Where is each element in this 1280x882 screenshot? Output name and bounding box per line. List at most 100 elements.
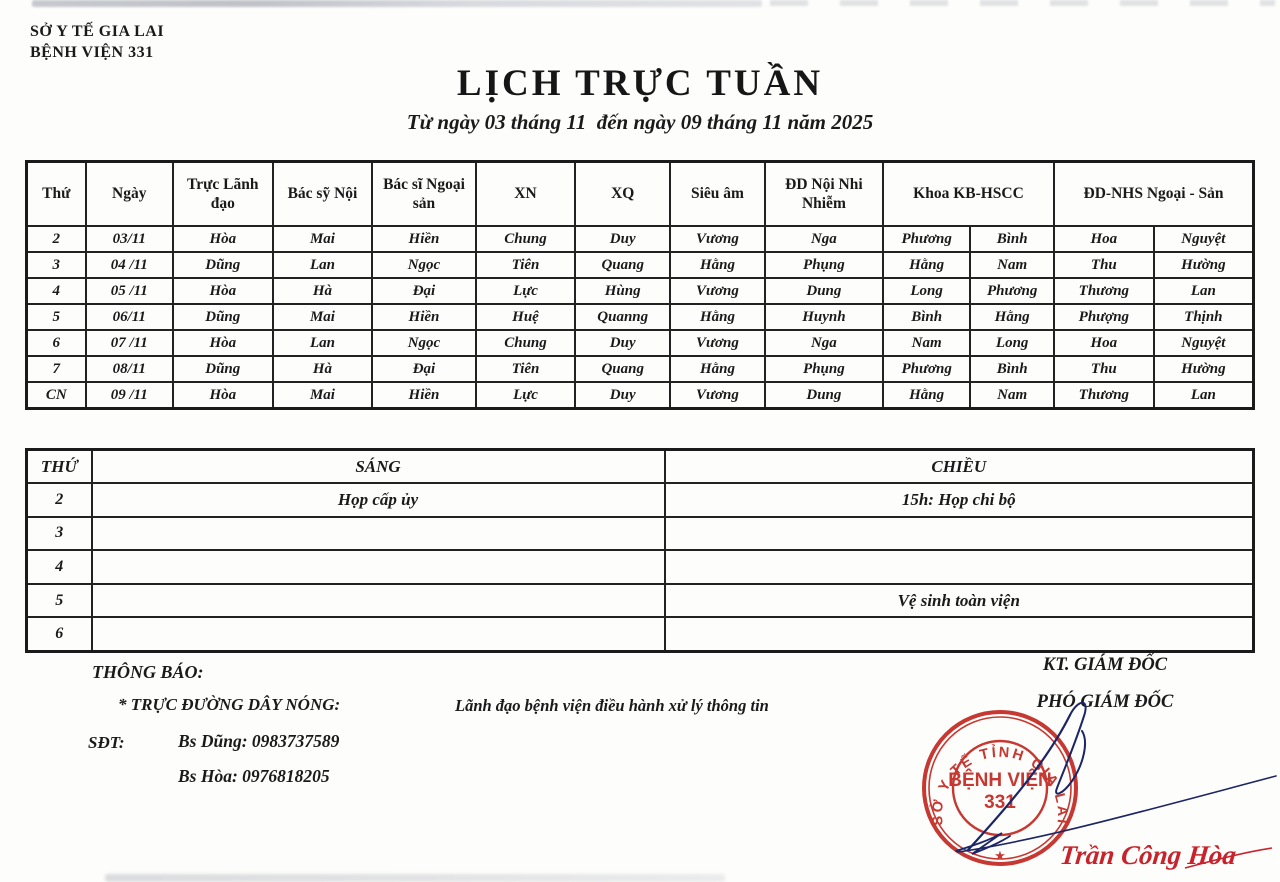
duty-cell: 5 (25, 303, 87, 331)
duty-cell: Nam (969, 381, 1056, 410)
duty-cell: Phương (881, 225, 972, 253)
duty-cell: Duy (574, 329, 672, 357)
duty-cell: Đại (371, 355, 477, 383)
duty-cell: CN (25, 381, 87, 410)
duty-column-header: Thứ (25, 160, 87, 227)
duty-table-row: 7 08/11 Dũng Hà Đại Tiên Quang Hằng Phụng Phương B… (25, 355, 1255, 383)
duty-cell: Vương (669, 225, 766, 253)
duty-table-header-row: Thứ Ngày Trực Lãnh đạo Bác sỹ Nội Bác sĩ Ngo… (25, 160, 1255, 227)
meeting-table-row: 2 Họp cấp ủy 15h: Họp chi bộ (25, 482, 1255, 518)
duty-cell: Lực (474, 277, 577, 305)
scan-artifact-bottom (105, 874, 725, 882)
meeting-schedule-table: THỨ SÁNG CHIỀU 2 Họp cấp ủy 15h: Họp chi bộ 3… (25, 448, 1255, 653)
meeting-note-cell (663, 515, 1255, 552)
duty-column-header: XN (474, 160, 577, 227)
meeting-day-cell: 4 (25, 549, 93, 585)
duty-cell: Lan (1152, 277, 1255, 305)
hotline-phone-dung: Bs Dũng: 0983737589 (178, 731, 340, 751)
duty-column-header: Bác sĩ Ngoại sản (371, 160, 477, 227)
duty-cell: Dũng (171, 251, 274, 279)
stamp-center-line2: 331 (984, 792, 1016, 813)
duty-cell: Nga (763, 225, 884, 253)
duty-cell: 05 /11 (84, 277, 174, 305)
duty-cell: Tiên (474, 355, 577, 383)
duty-cell: Lan (271, 329, 374, 357)
duty-cell: Hằng (669, 303, 766, 331)
duty-cell: Phụng (763, 251, 884, 279)
duty-cell: Thương (1053, 277, 1155, 305)
duty-cell: Tiên (474, 251, 577, 279)
duty-cell: Hường (1152, 251, 1255, 279)
duty-cell: Mai (271, 303, 374, 331)
duty-column-header: Siêu âm (669, 160, 766, 227)
meeting-note-cell (90, 582, 666, 619)
handwritten-signature (955, 701, 1277, 855)
duty-cell: Vương (669, 381, 766, 410)
meeting-column-header: THỨ (25, 448, 93, 484)
meeting-note-cell (663, 549, 1255, 585)
duty-cell: Quang (574, 251, 672, 279)
duty-cell: Hiền (371, 225, 477, 253)
duty-cell: Hoa (1053, 225, 1155, 253)
duty-cell: Hằng (881, 381, 972, 410)
duty-cell: Long (969, 329, 1056, 357)
duty-cell: Huynh (763, 303, 884, 331)
pho-giam-doc-label: PHÓ GIÁM ĐỐC (1036, 692, 1174, 712)
duty-cell: Ngọc (371, 251, 477, 279)
duty-cell: Dũng (171, 355, 274, 383)
duty-cell: Đại (371, 277, 477, 305)
duty-cell: Phụng (763, 355, 884, 383)
org-line-2: BỆNH VIỆN 331 (30, 43, 154, 61)
duty-cell: Hiền (371, 381, 477, 410)
duty-cell: Phương (969, 277, 1056, 305)
duty-cell: Chung (474, 225, 577, 253)
org-line-1: SỞ Y TẾ GIA LAI (30, 23, 165, 40)
duty-schedule-table: Thứ Ngày Trực Lãnh đạo Bác sỹ Nội Bác sĩ Ngo… (25, 160, 1255, 410)
duty-table-row: CN 09 /11 Hòa Mai Hiền Lực Duy Vương Dung Hằng Nam… (25, 381, 1255, 410)
duty-table-row: 3 04 /11 Dũng Lan Ngọc Tiên Quang Hằng Phụng Hằng… (25, 251, 1255, 279)
meeting-note-cell: Vệ sinh toàn viện (663, 582, 1255, 619)
duty-cell: Mai (271, 381, 374, 410)
signature-flourish (1184, 847, 1273, 869)
duty-cell: Duy (574, 225, 672, 253)
signer-name-script: Trần Công Hòa (1058, 840, 1238, 870)
stamp-star: ★ (994, 848, 1006, 863)
duty-cell: Hà (271, 277, 374, 305)
duty-cell: Thu (1053, 251, 1155, 279)
duty-cell: Dung (763, 277, 884, 305)
duty-cell: Hằng (969, 303, 1056, 331)
duty-cell: Quanng (574, 303, 672, 331)
duty-cell: 09 /11 (84, 381, 174, 410)
meeting-day-cell: 2 (25, 482, 93, 518)
handling-note: Lãnh đạo bệnh viện điều hành xử lý thông… (455, 696, 769, 715)
duty-table-row: 6 07 /11 Hòa Lan Ngọc Chung Duy Vương Nga Nam Long… (25, 329, 1255, 357)
duty-column-header: ĐD Nội Nhi Nhiễm (763, 160, 884, 227)
duty-cell: Thương (1053, 381, 1155, 410)
duty-cell: Nguyệt (1152, 329, 1255, 357)
duty-cell: 06/11 (84, 303, 174, 331)
duty-cell: Hường (1152, 355, 1255, 383)
meeting-table-row: 6 (25, 616, 1255, 653)
sdt-label: SĐT: (88, 733, 125, 752)
duty-column-header: Khoa KB-HSCC (881, 160, 1056, 227)
official-stamp-and-signature: SỞ Y TẾ TỈNH GIA LAI BỆNH VIỆN 331 ★ (905, 695, 1280, 880)
page-title: LỊCH TRỰC TUẦN (456, 63, 824, 104)
duty-cell: Dũng (171, 303, 274, 331)
duty-cell: 7 (25, 355, 87, 383)
duty-cell: Bình (881, 303, 972, 331)
scan-artifact-top (32, 0, 762, 7)
duty-cell: Hiền (371, 303, 477, 331)
duty-cell: Hằng (881, 251, 972, 279)
meeting-note-cell: 15h: Họp chi bộ (663, 482, 1255, 518)
duty-cell: Long (881, 277, 972, 305)
meeting-column-header: SÁNG (90, 448, 666, 484)
duty-cell: Bình (969, 355, 1056, 383)
duty-cell: Nam (881, 329, 972, 357)
duty-cell: Lan (1152, 381, 1255, 410)
meeting-table-row: 5 Vệ sinh toàn viện (25, 582, 1255, 619)
meeting-day-cell: 5 (25, 582, 93, 619)
hotline-label: * TRỰC ĐƯỜNG DÂY NÓNG: (118, 695, 341, 714)
page-subtitle: Từ ngày 03 tháng 11 đến ngày 09 tháng 11… (406, 110, 874, 134)
duty-cell: 2 (25, 225, 87, 253)
